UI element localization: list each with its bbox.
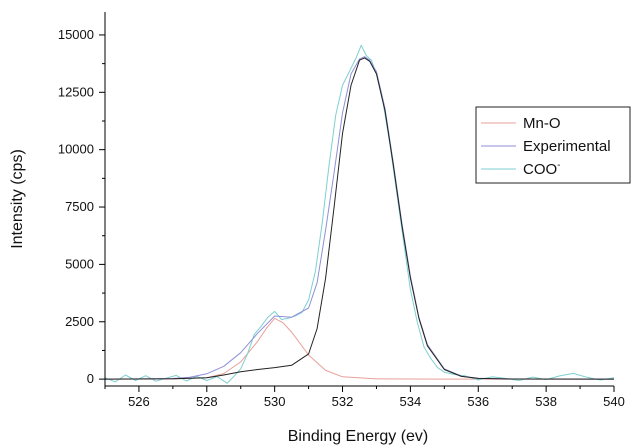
- legend-label-coo-superscript: -: [557, 160, 560, 171]
- legend-label-coo-main: COO: [523, 161, 557, 178]
- legend-label-experimental: Experimental: [523, 138, 611, 155]
- series-line-mn-o: [104, 317, 614, 380]
- y-tick-label: 0: [87, 371, 94, 386]
- x-tick-label: 536: [467, 394, 489, 409]
- x-tick-label: 528: [196, 394, 218, 409]
- x-tick-label: 526: [128, 394, 150, 409]
- y-tick-label: 5000: [65, 256, 94, 271]
- x-axis-title: Binding Energy (ev): [288, 428, 429, 445]
- x-tick-label: 530: [264, 394, 286, 409]
- legend: Mn-O Experimental COO-: [475, 106, 631, 184]
- ticks: 526 528 530 532 534 536 538 540 0 2500 5000 7500 100…: [58, 27, 625, 409]
- axes: [104, 12, 614, 387]
- y-tick-label: 2500: [65, 314, 94, 329]
- x-tick-label: 534: [400, 394, 422, 409]
- legend-label-mn-o: Mn-O: [523, 115, 561, 132]
- series-line-coo: [104, 44, 615, 384]
- x-tick-label: 540: [603, 394, 625, 409]
- y-tick-label: 12500: [58, 84, 94, 99]
- y-tick-label: 15000: [58, 27, 94, 42]
- series-line-experimental: [104, 56, 615, 380]
- x-tick-label: 538: [535, 394, 557, 409]
- y-tick-label: 7500: [65, 199, 94, 214]
- legend-box: [475, 106, 631, 184]
- series-line-fit: [104, 57, 615, 380]
- y-tick-label: 10000: [58, 142, 94, 157]
- y-axis-title: Intensity (cps): [9, 149, 26, 249]
- x-tick-label: 532: [332, 394, 354, 409]
- series-layer: [104, 44, 615, 384]
- legend-label-coo: COO-: [523, 160, 561, 178]
